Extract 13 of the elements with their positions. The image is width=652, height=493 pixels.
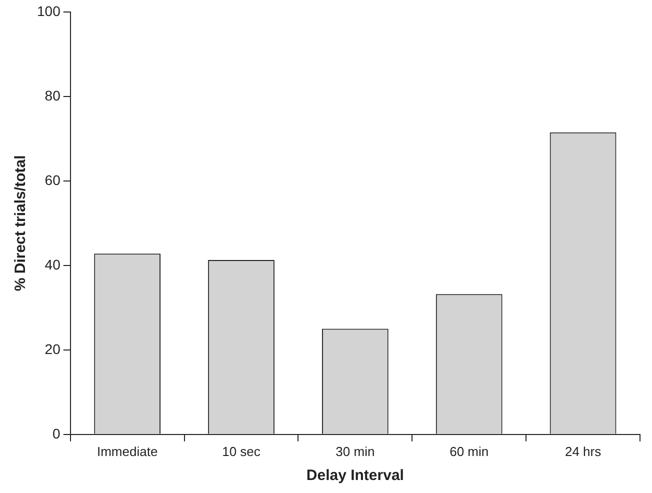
y-tick-label: 0 (52, 425, 61, 442)
y-tick-label: 80 (44, 87, 61, 104)
x-tick-label: Immediate (96, 444, 158, 459)
x-axis-title: Delay Interval (306, 467, 404, 484)
x-tick-label: 60 min (450, 444, 489, 459)
x-tick-label: 30 min (336, 444, 375, 459)
y-axis-title: % Direct trials/total (12, 155, 30, 292)
y-tick-label: 60 (44, 172, 61, 188)
y-tick-label: 20 (44, 340, 61, 357)
x-tick-label: 10 sec (222, 444, 261, 459)
x-tick-label: 24 hrs (564, 444, 602, 459)
y-tick-label: 40 (44, 256, 61, 272)
y-tick-label: 100 (37, 2, 61, 19)
